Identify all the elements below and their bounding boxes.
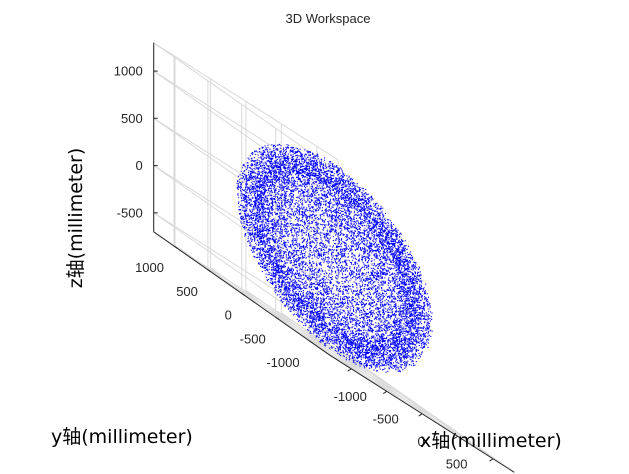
y-tick-mark [275,316,280,321]
x-axis-label: x轴(millimeter) [420,430,562,452]
tick-labels: -1000-50005001000-1000-50005001000-50005… [114,64,468,472]
x-tick-mark [453,435,458,440]
x-tick-label: 0 [417,434,424,449]
x-tick-mark [418,413,423,417]
floor-edge-right [337,348,515,473]
y-tick-mark [241,293,246,297]
x-tick-label: -500 [373,411,399,426]
y-tick-label: 1000 [135,260,164,275]
chart-title: 3D Workspace [285,11,370,26]
z-tick-label: 0 [135,158,142,173]
x-tick-mark [383,390,387,395]
y-tick-mark [309,340,314,344]
y-tick-label: -500 [240,331,266,346]
y-tick-mark [173,245,178,249]
y-tick-label: 500 [176,284,198,299]
grid-lines [153,42,515,473]
grid-line-z-left-wall [153,212,331,337]
x-tick-mark [347,368,352,372]
z-axis-label: z轴(millimeter) [65,148,87,289]
wall-top-edge-back [153,42,339,161]
x-tick-label: 500 [446,456,468,471]
grid-line-y-floor [173,245,359,364]
y-tick-label: 0 [225,308,232,323]
z-tick-label: 500 [121,111,143,126]
y-tick-label: -1000 [266,355,299,370]
x-axis-line [329,354,515,473]
z-tick-label: 1000 [114,64,143,79]
x-tick-mark [489,458,494,462]
grid-line-y-floor [275,316,461,435]
scatter-points [236,143,433,373]
x-tick-label: -1000 [334,389,367,404]
y-axis-label: y轴(millimeter) [51,426,193,448]
z-tick-label: -500 [117,205,143,220]
axes [153,42,515,473]
y-tick-mark [207,269,212,273]
wall-top-edge-left [153,42,331,167]
grid-line-y-floor [241,293,427,411]
workspace-point-cloud [236,143,433,373]
grid-line-y-floor [309,340,495,459]
grid-line-y-floor [207,269,393,388]
